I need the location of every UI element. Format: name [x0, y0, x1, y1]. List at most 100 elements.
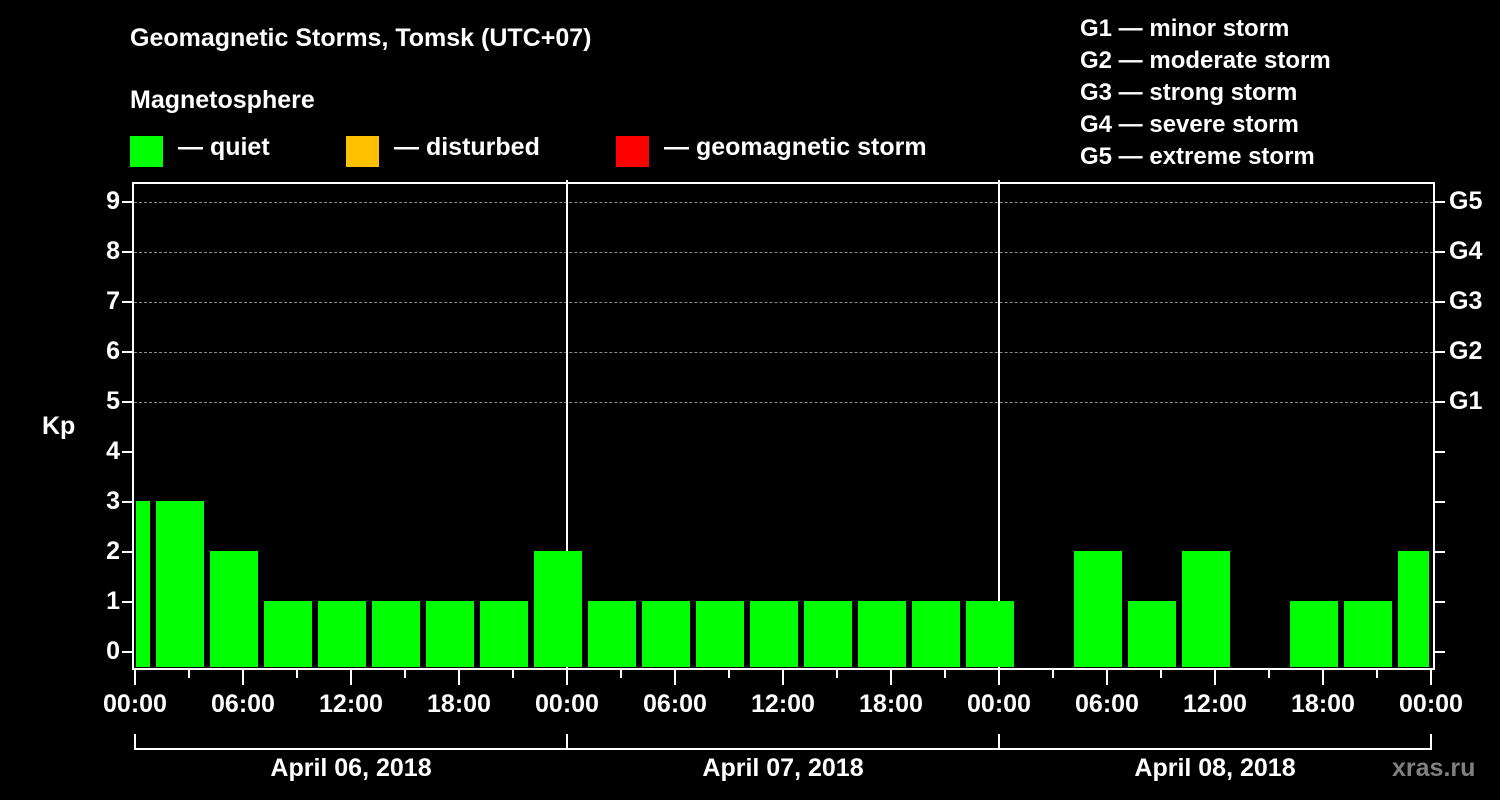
kp-bar: [136, 501, 150, 667]
x-tick-label: 00:00: [535, 690, 599, 718]
x-tick-label: 00:00: [967, 690, 1031, 718]
x-tick-label: 12:00: [1183, 690, 1247, 718]
legend-label: — disturbed: [394, 132, 540, 161]
x-tick-minor: [836, 670, 838, 678]
storm-scale-g5: G5 — extreme storm: [1080, 143, 1315, 170]
watermark: xras.ru: [1392, 754, 1476, 782]
x-tick-label: 18:00: [427, 690, 491, 718]
g-scale-label: G5: [1449, 187, 1483, 215]
y-tick-right: [1435, 251, 1445, 253]
x-tick-major: [134, 670, 136, 685]
kp-bar: [210, 551, 258, 667]
x-tick-label: 06:00: [643, 690, 707, 718]
x-tick-label: 18:00: [1291, 690, 1355, 718]
x-tick-label: 06:00: [1075, 690, 1139, 718]
y-tick-right: [1435, 301, 1445, 303]
storm-scale-g1: G1 — minor storm: [1080, 15, 1290, 42]
x-tick-major: [890, 670, 892, 685]
plot-border-top: [132, 182, 1435, 184]
y-tick-label: 9: [106, 187, 120, 215]
gridline: [134, 402, 1433, 403]
kp-bar: [1182, 551, 1230, 667]
x-tick-major: [998, 670, 1000, 685]
y-axis-label: Kp: [42, 412, 76, 440]
g-scale-label: G1: [1449, 387, 1483, 415]
y-tick-left: [122, 651, 132, 653]
kp-bar: [534, 551, 582, 667]
y-tick-label: 4: [106, 437, 120, 465]
x-tick-major: [674, 670, 676, 685]
y-tick-left: [122, 401, 132, 403]
x-tick-major: [782, 670, 784, 685]
x-tick-minor: [1160, 670, 1162, 678]
y-tick-left: [122, 351, 132, 353]
y-tick-left: [122, 551, 132, 553]
y-tick-right: [1435, 601, 1445, 603]
kp-bar: [588, 601, 636, 667]
legend-item-quiet: — quiet: [130, 132, 270, 167]
y-tick-left: [122, 451, 132, 453]
kp-bar: [1128, 601, 1176, 667]
x-tick-major: [458, 670, 460, 685]
kp-bar: [696, 601, 744, 667]
y-tick-label: 5: [106, 387, 120, 415]
date-bracket-tick: [998, 734, 1000, 748]
kp-bar: [642, 601, 690, 667]
x-tick-minor: [404, 670, 406, 678]
g-scale-label: G2: [1449, 337, 1483, 365]
kp-bar: [912, 601, 960, 667]
legend-label: — quiet: [178, 132, 270, 161]
y-tick-left: [122, 201, 132, 203]
kp-bar: [1398, 551, 1429, 667]
kp-bar: [1290, 601, 1338, 667]
x-tick-label: 00:00: [1399, 690, 1463, 718]
kp-bar: [480, 601, 528, 667]
x-tick-minor: [1376, 670, 1378, 678]
y-tick-left: [122, 251, 132, 253]
x-tick-minor: [188, 670, 190, 678]
y-tick-right: [1435, 451, 1445, 453]
x-tick-minor: [296, 670, 298, 678]
x-tick-major: [350, 670, 352, 685]
y-axis-right: [1433, 182, 1435, 670]
y-tick-right: [1435, 401, 1445, 403]
kp-bar: [426, 601, 474, 667]
date-bracket-tick: [134, 734, 136, 748]
kp-bar: [858, 601, 906, 667]
y-tick-right: [1435, 501, 1445, 503]
kp-bar: [156, 501, 204, 667]
y-tick-right: [1435, 201, 1445, 203]
x-tick-minor: [728, 670, 730, 678]
date-bracket-tick: [1430, 734, 1432, 748]
x-tick-minor: [512, 670, 514, 678]
g-scale-label: G3: [1449, 287, 1483, 315]
legend-item-storm: — geomagnetic storm: [616, 132, 927, 167]
legend-label: — geomagnetic storm: [664, 132, 927, 161]
kp-bar: [966, 601, 1014, 667]
quiet-swatch: [130, 135, 163, 167]
date-label: April 07, 2018: [702, 754, 864, 782]
kp-bar: [804, 601, 852, 667]
x-tick-major: [566, 670, 568, 685]
kp-bar: [264, 601, 312, 667]
y-tick-label: 0: [106, 637, 120, 665]
day-divider: [998, 180, 1000, 668]
y-tick-label: 8: [106, 237, 120, 265]
x-axis: [132, 668, 1435, 670]
storm-swatch: [616, 135, 649, 167]
x-tick-major: [1106, 670, 1108, 685]
date-bracket-tick: [566, 734, 568, 748]
date-label: April 06, 2018: [270, 754, 432, 782]
legend-item-disturbed: — disturbed: [346, 132, 540, 167]
y-axis-left: [132, 182, 134, 670]
kp-bar: [318, 601, 366, 667]
y-tick-left: [122, 301, 132, 303]
chart-title: Geomagnetic Storms, Tomsk (UTC+07): [130, 24, 592, 52]
kp-bar: [1344, 601, 1392, 667]
x-tick-label: 12:00: [751, 690, 815, 718]
x-tick-label: 06:00: [211, 690, 275, 718]
y-tick-right: [1435, 651, 1445, 653]
x-tick-major: [1322, 670, 1324, 685]
date-bracket: [134, 748, 1432, 750]
disturbed-swatch: [346, 135, 379, 167]
